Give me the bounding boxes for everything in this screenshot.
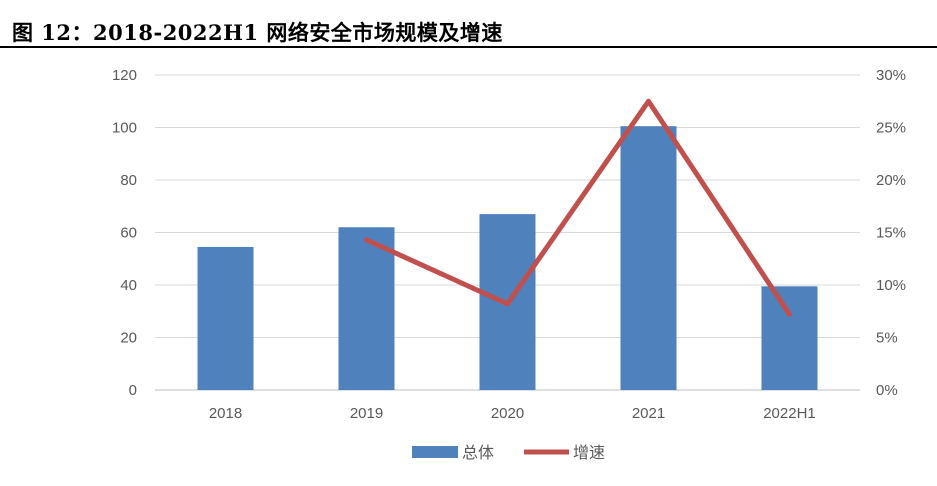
x-tick-label: 2019 bbox=[350, 405, 383, 422]
bar-series bbox=[197, 126, 818, 390]
left-tick-label: 0 bbox=[129, 382, 137, 399]
growth-line bbox=[364, 98, 792, 317]
right-tick-label: 15% bbox=[876, 225, 906, 242]
bar-2018 bbox=[197, 246, 254, 390]
left-tick-label: 120 bbox=[112, 67, 137, 84]
legend-label-line: 增速 bbox=[573, 443, 605, 462]
legend: 总体 增速 bbox=[412, 443, 605, 462]
right-tick-label: 25% bbox=[876, 120, 906, 137]
right-tick-label: 5% bbox=[876, 330, 898, 347]
x-axis-ticks: 2018 2019 2020 2021 2022H1 bbox=[209, 405, 816, 422]
legend-label-bar: 总体 bbox=[462, 443, 494, 462]
right-tick-label: 0% bbox=[876, 382, 898, 399]
bar-2022H1 bbox=[761, 286, 818, 390]
line-series bbox=[364, 98, 792, 317]
bar-2021 bbox=[620, 126, 677, 390]
left-tick-label: 80 bbox=[120, 172, 137, 189]
x-tick-label: 2020 bbox=[491, 405, 524, 422]
right-axis-ticks: 0% 5% 10% 15% 20% 25% 30% bbox=[876, 67, 906, 399]
left-tick-label: 40 bbox=[120, 277, 137, 294]
right-tick-label: 10% bbox=[876, 277, 906, 294]
x-tick-label: 2021 bbox=[632, 405, 665, 422]
right-tick-label: 20% bbox=[876, 172, 906, 189]
title-underline bbox=[0, 46, 937, 48]
bar-2019 bbox=[338, 227, 395, 390]
left-tick-label: 20 bbox=[120, 330, 137, 347]
gridlines bbox=[155, 74, 860, 391]
left-axis-ticks: 0 20 40 60 80 100 120 bbox=[112, 67, 137, 399]
left-tick-label: 100 bbox=[112, 120, 137, 137]
left-tick-label: 60 bbox=[120, 225, 137, 242]
legend-swatch-bar bbox=[412, 446, 458, 458]
figure-title: 图 12：2018-2022H1 网络安全市场规模及增速 bbox=[12, 20, 503, 45]
x-tick-label: 2022H1 bbox=[763, 405, 816, 422]
x-tick-label: 2018 bbox=[209, 405, 242, 422]
right-tick-label: 30% bbox=[876, 67, 906, 84]
